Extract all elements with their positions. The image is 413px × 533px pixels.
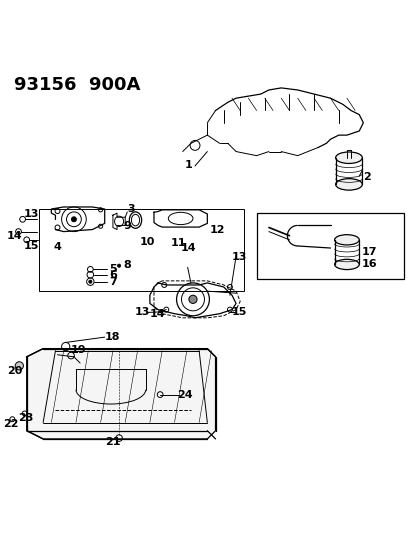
Text: 13: 13 [24, 209, 39, 219]
Circle shape [88, 280, 92, 284]
Text: 20: 20 [7, 366, 22, 376]
Ellipse shape [334, 260, 358, 270]
Ellipse shape [335, 179, 361, 190]
Text: 14: 14 [180, 244, 195, 253]
Text: 18: 18 [104, 332, 119, 342]
Text: 93156  900A: 93156 900A [14, 76, 140, 94]
Text: 3: 3 [127, 204, 135, 214]
Ellipse shape [335, 152, 361, 164]
Text: 4: 4 [53, 242, 61, 252]
Text: 9: 9 [123, 221, 131, 231]
Ellipse shape [334, 235, 358, 245]
Text: 15: 15 [231, 306, 247, 317]
Text: 12: 12 [209, 224, 225, 235]
Circle shape [71, 217, 76, 222]
Circle shape [117, 264, 121, 268]
Text: 15: 15 [24, 241, 39, 251]
Text: 19: 19 [70, 345, 85, 355]
Text: 17: 17 [361, 247, 376, 257]
Text: 7: 7 [109, 277, 116, 287]
Text: 24: 24 [176, 390, 192, 400]
Polygon shape [27, 349, 215, 439]
Text: 22: 22 [3, 419, 19, 429]
Text: 14: 14 [149, 309, 165, 319]
Text: 1: 1 [185, 160, 192, 169]
Text: 8: 8 [123, 260, 131, 270]
Text: 6: 6 [109, 270, 116, 280]
Text: 21: 21 [105, 437, 120, 447]
Text: 5: 5 [109, 264, 116, 274]
Text: 11: 11 [171, 238, 186, 248]
Text: 10: 10 [140, 237, 155, 247]
Bar [256, 213, 404, 279]
Text: 13: 13 [231, 252, 247, 262]
Text: 2: 2 [363, 172, 370, 182]
Text: 23: 23 [18, 414, 33, 423]
Bar [39, 209, 244, 291]
Text: 14: 14 [7, 231, 22, 241]
Text: 13: 13 [134, 308, 150, 318]
Text: 16: 16 [361, 260, 376, 270]
Circle shape [188, 295, 197, 303]
Circle shape [15, 362, 24, 370]
